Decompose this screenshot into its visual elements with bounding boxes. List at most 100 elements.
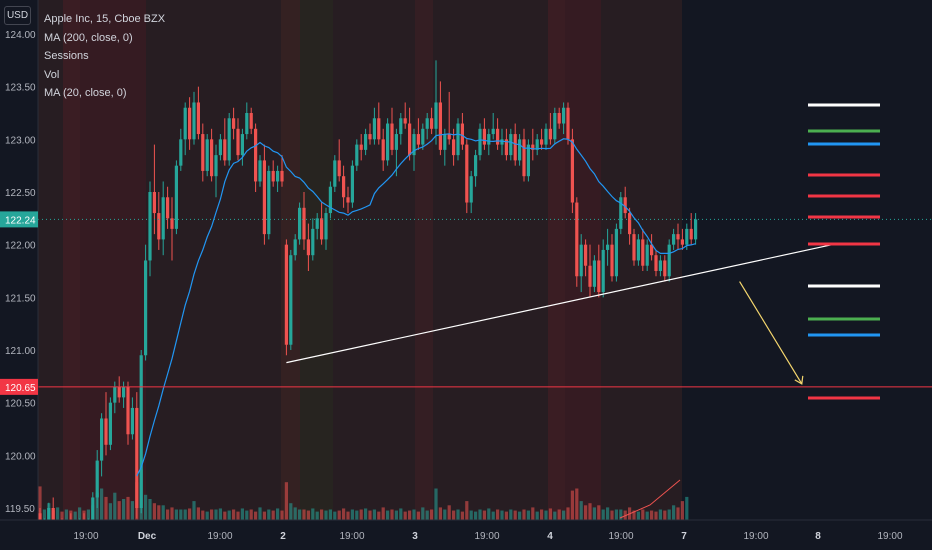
volume-bar [333,511,337,520]
volume-bar [355,510,359,520]
candle-body [284,244,288,345]
volume-bar [368,510,372,520]
session-block [415,0,548,520]
volume-bar [513,510,517,520]
candle-body [91,497,95,524]
candle-body [628,213,632,235]
volume-bar [381,507,385,520]
volume-bar [386,510,390,520]
volume-bar [509,509,513,520]
candle-body [469,176,473,203]
volume-bar [227,510,231,520]
candle-body [526,144,530,177]
volume-bar [170,507,174,520]
volume-bar [522,509,526,520]
support-trendline[interactable] [286,244,833,364]
candle-body [689,228,693,240]
candle-body [152,192,156,214]
candle-body [381,139,385,161]
volume-bar [280,510,284,520]
candle-body [113,386,117,403]
volume-bar [289,503,293,520]
volume-bar [342,508,346,520]
candle-body [641,239,645,266]
legend-symbol[interactable]: Apple Inc, 15, Cboe BZX [44,13,166,25]
volume-bar [166,509,170,520]
candle-body [504,139,508,156]
volume-bar [218,508,222,520]
candle-body [320,218,324,240]
volume-bar [183,509,187,520]
session-block [415,0,433,520]
volume-bar [122,499,126,520]
candle-body [95,460,99,498]
price-tick-label: 122.50 [5,188,36,199]
candle-body [548,128,552,140]
candle-body [513,134,517,161]
volume-bar [500,510,504,520]
forecast-arrow[interactable] [739,281,804,385]
candle-body [676,234,680,240]
candle-body [298,207,302,240]
candle-body [47,508,51,524]
volume-bar [130,501,134,520]
volume-bar [346,511,350,520]
price-axis[interactable]: 124.00 123.50 123.00 122.50 122.00 121.50 121.… [0,0,39,520]
volume-bar [214,509,218,520]
candle-body [390,123,394,150]
candle-body [188,107,192,140]
candle-body [491,128,495,135]
candle-body [355,144,359,166]
time-axis[interactable]: 19:00 Dec 19:00 2 19:00 3 19:00 4 19:00 7 19:00 8 19… [0,519,932,550]
candle-body [205,139,209,171]
candle-body [254,128,258,182]
legend-indicator-ma20[interactable]: MA (20, close, 0) [44,87,127,99]
candle-body [430,118,434,129]
price-tick-label: 124.00 [5,30,36,41]
volume-bar [192,501,196,520]
session-block [38,0,63,520]
candle-body [328,186,332,214]
time-tick-label: 19:00 [474,531,499,542]
volume-bar [632,510,636,520]
volume-bar [562,510,566,520]
candle-body [311,228,315,256]
time-tick-label: 19:00 [608,531,633,542]
volume-bar [126,496,130,520]
volume-bar [271,510,275,520]
volume-bar [667,509,671,520]
session-block [548,0,565,520]
volume-bar [606,507,610,520]
candle-body [130,407,134,435]
last-price-badge: 122.24 [5,215,36,226]
candle-body [144,260,148,356]
volume-bar [276,508,280,520]
candle-body [614,228,618,277]
volume-bar [412,509,416,520]
candle-body [460,123,464,145]
volume-bar [249,509,253,520]
candle-body [368,134,372,140]
legend-indicator-sessions[interactable]: Sessions [44,50,89,62]
time-tick-label: Dec [138,531,157,542]
candle-body [416,134,420,145]
legend-indicator-ma200[interactable]: MA (200, close, 0) [44,31,133,44]
currency-label[interactable]: USD [4,6,31,25]
volume-bar [408,510,412,520]
volume-bar [302,509,306,520]
candle-body [570,139,574,203]
volume-bar [320,509,324,520]
candle-body [104,418,108,445]
volume-bar [108,503,112,520]
candle-body [672,234,676,245]
candle-body [619,197,623,229]
candle-body [500,139,504,145]
candle-body [223,139,227,161]
volume-bar [526,510,530,520]
legend-indicator-vol[interactable]: Vol [44,68,60,81]
candle-body [685,228,689,245]
candle-body [663,260,667,277]
candle-body [623,197,627,214]
candle-body [342,176,346,198]
